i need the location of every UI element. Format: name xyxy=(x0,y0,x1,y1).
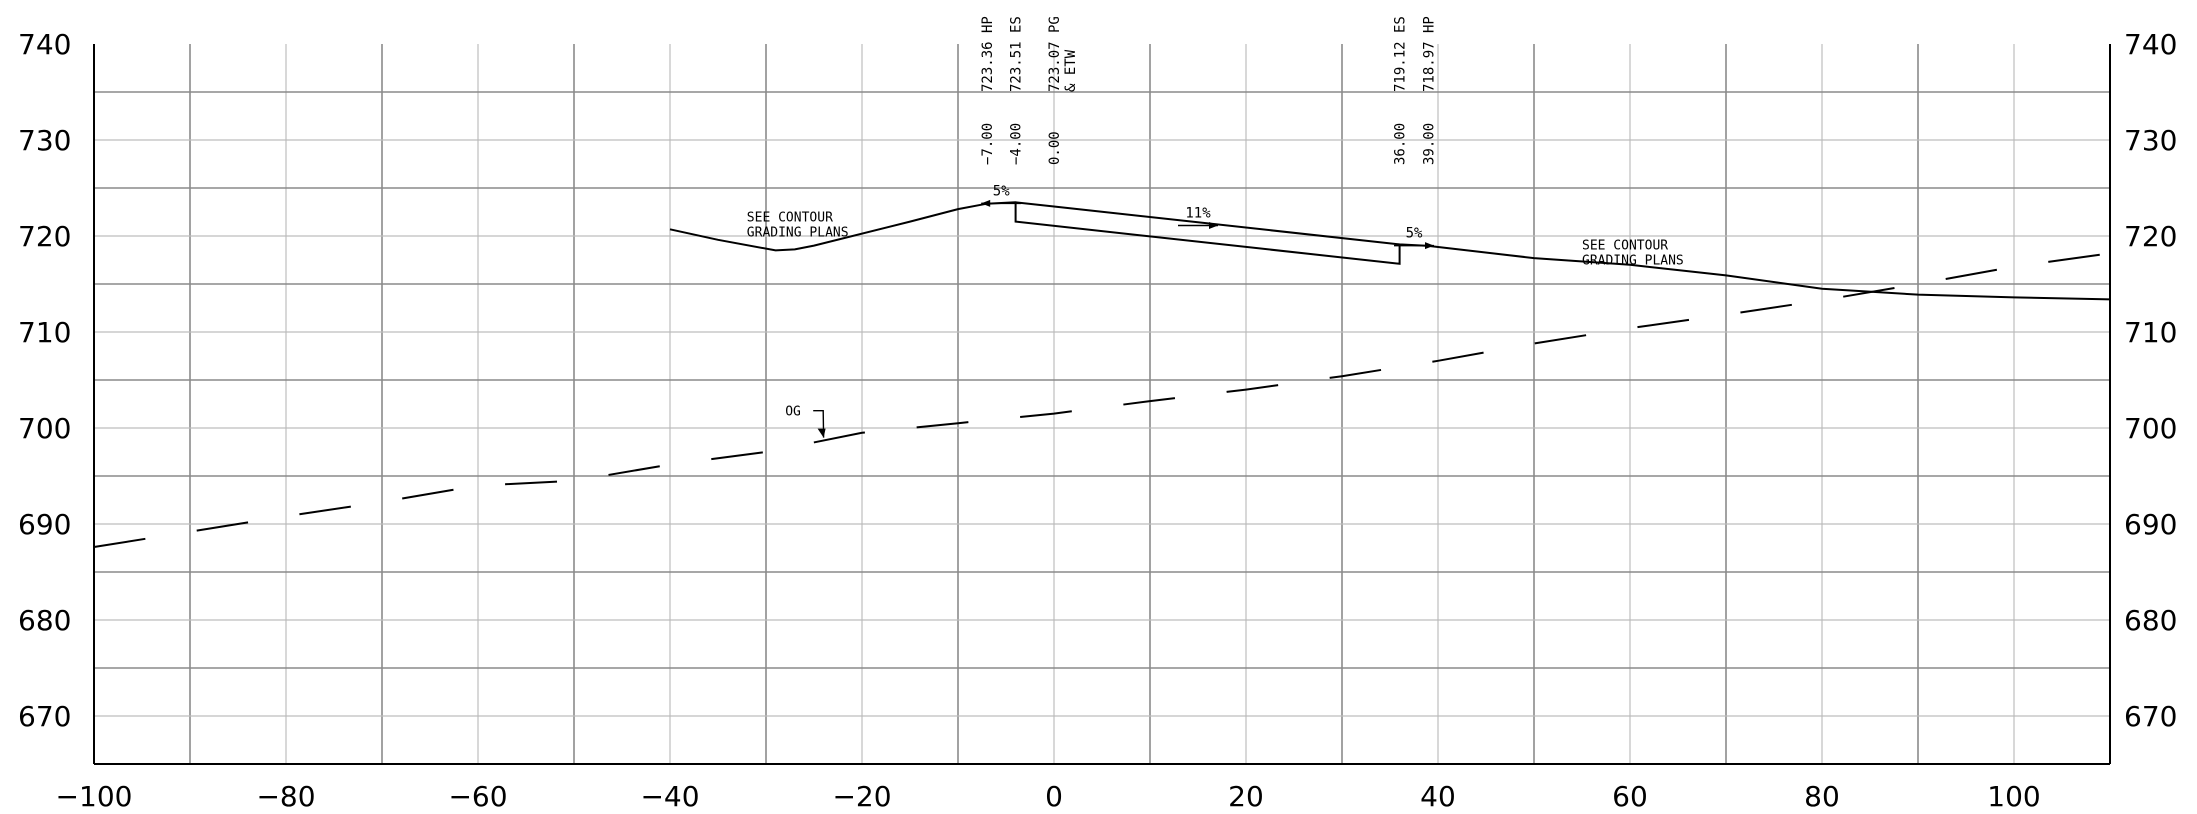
y-tick-label-left: 670 xyxy=(18,700,71,733)
y-tick-label-right: 740 xyxy=(2124,28,2177,61)
x-tick-label: 60 xyxy=(1612,780,1648,813)
y-tick-label-right: 680 xyxy=(2124,604,2177,637)
slope-arrow-head xyxy=(1425,242,1434,250)
series-line-pavement-bottom xyxy=(1014,202,1401,265)
y-tick-label-right: 730 xyxy=(2124,124,2177,157)
profile-lines xyxy=(93,201,2111,548)
grid xyxy=(93,44,2111,765)
y-tick-label-right: 700 xyxy=(2124,412,2177,445)
x-tick-label: −20 xyxy=(832,780,891,813)
axis-labels: −100 −80 −60 −40 −20 0 20 40 60 80 100 740 740 730 730… xyxy=(18,28,2177,813)
station-elevation-label: 719.12 ES xyxy=(1393,16,1409,92)
y-tick-label-left: 730 xyxy=(18,124,71,157)
grading-note: SEE CONTOUR xyxy=(747,211,833,226)
series-line-og xyxy=(93,252,2111,548)
annotations: 5% 11% 5% 723.36 HP −7.00 723.51 ES −4.00 723.0… xyxy=(747,16,1684,438)
x-tick-label: 0 xyxy=(1045,780,1063,813)
og-label: OG xyxy=(785,405,801,420)
station-offset-label: −4.00 xyxy=(1009,123,1025,165)
station-offset-label: −7.00 xyxy=(980,123,996,165)
slope-label: 11% xyxy=(1185,205,1211,221)
y-tick-label-left: 720 xyxy=(18,220,71,253)
x-tick-label: −100 xyxy=(56,780,133,813)
station-offset-label: 39.00 xyxy=(1421,123,1437,165)
y-tick-label-right: 710 xyxy=(2124,316,2177,349)
station-offset-label: 36.00 xyxy=(1393,123,1409,165)
station-elevation-label: 718.97 HP xyxy=(1421,16,1437,92)
x-tick-label: −80 xyxy=(256,780,315,813)
y-tick-label-left: 740 xyxy=(18,28,71,61)
y-tick-label-left: 700 xyxy=(18,412,71,445)
slope-label: 5% xyxy=(1406,226,1423,242)
slope-arrow-head xyxy=(981,199,991,207)
grading-note: SEE CONTOUR xyxy=(1582,238,1668,253)
x-tick-label: −60 xyxy=(448,780,507,813)
station-offset-label: 0.00 xyxy=(1047,131,1063,165)
y-tick-label-right: 670 xyxy=(2124,700,2177,733)
x-tick-label: 100 xyxy=(1987,780,2040,813)
station-elevation-label: 723.36 HP xyxy=(980,16,996,92)
station-elevation-label: & ETW xyxy=(1063,49,1079,92)
station-elevation-label: 723.07 PG xyxy=(1047,16,1063,92)
grading-note: GRADING PLANS xyxy=(747,226,849,241)
x-tick-label: 80 xyxy=(1804,780,1840,813)
grading-note: GRADING PLANS xyxy=(1582,253,1684,268)
x-tick-label: 40 xyxy=(1420,780,1456,813)
y-tick-label-left: 710 xyxy=(18,316,71,349)
y-tick-label-left: 680 xyxy=(18,604,71,637)
og-leader-arrow xyxy=(817,428,826,438)
slope-label: 5% xyxy=(993,183,1010,199)
x-tick-label: 20 xyxy=(1228,780,1264,813)
series-line-proposed-surface xyxy=(669,201,2111,301)
y-tick-label-right: 720 xyxy=(2124,220,2177,253)
y-tick-label-right: 690 xyxy=(2124,508,2177,541)
x-tick-label: −40 xyxy=(640,780,699,813)
station-elevation-label: 723.51 ES xyxy=(1009,16,1025,92)
y-tick-label-left: 690 xyxy=(18,508,71,541)
slope-arrow-head xyxy=(1209,221,1218,229)
